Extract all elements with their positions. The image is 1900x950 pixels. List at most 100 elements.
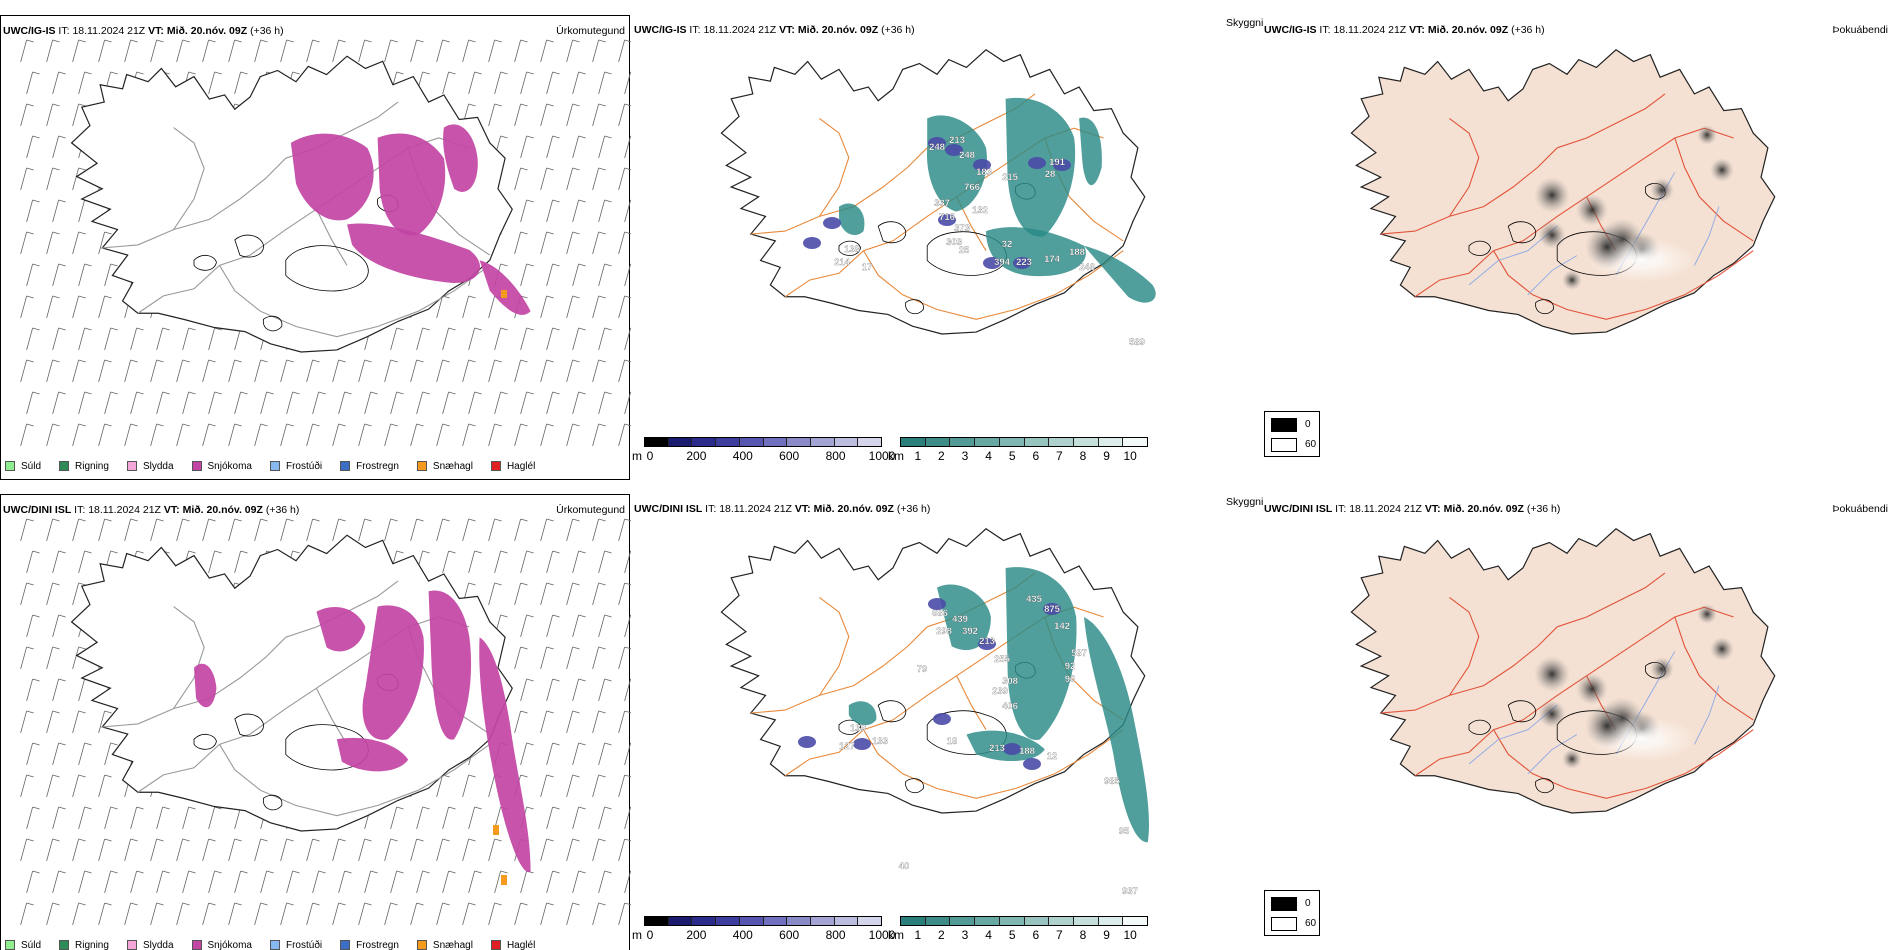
visibility-value-label: 213 <box>949 135 965 146</box>
visibility-value-label: 392 <box>962 626 978 637</box>
visibility-value-label: 188 <box>1069 247 1085 258</box>
legend-swatch <box>191 461 202 471</box>
colorbar-segment <box>645 438 669 446</box>
legend-item: Súld <box>5 938 41 950</box>
legend-label: Snjókoma <box>207 939 252 950</box>
colorbar-segment <box>1123 438 1148 446</box>
visibility-value-label: 18 <box>947 736 958 747</box>
legend-item: Frostúði <box>269 938 322 950</box>
colorbar-segment <box>1049 438 1074 446</box>
visibility-value-label: 875 <box>1044 604 1061 615</box>
ceiling-colorbar-tick: 400 <box>732 449 753 463</box>
legend-swatch <box>191 940 202 950</box>
legend-label-low: 0 <box>1305 419 1311 430</box>
fog-map <box>1350 528 1776 814</box>
colorbar-segment <box>763 438 788 446</box>
visibility-value-label: 138 <box>844 244 860 255</box>
legend-swatch <box>5 461 15 471</box>
visibility-value-label: 435 <box>1026 594 1043 605</box>
colorbar-segment <box>1098 917 1124 925</box>
ceiling-fog-legend: 0 60 <box>1264 411 1320 457</box>
legend-item: Snæhagl <box>416 459 473 473</box>
legend-swatch <box>490 940 501 950</box>
visibility-value-label: 142 <box>1054 621 1070 632</box>
visibility-value-label: 213 <box>989 743 1005 754</box>
legend-label-high: 60 <box>1305 918 1317 929</box>
legend-item: Frostregn <box>340 459 399 473</box>
visibility-value-label: 985 <box>1104 776 1121 787</box>
legend-swatch <box>340 940 351 950</box>
panel-type-label: Skyggni <box>1226 496 1264 508</box>
legend-item: Slydda <box>126 938 174 950</box>
colorbar-segment <box>999 438 1025 446</box>
panel-title: UWC/IG-IS IT: 18.11.2024 21Z VT: Mið. 20… <box>634 24 915 36</box>
ceiling-colorbar-strip <box>644 437 882 447</box>
legend-item: Frostregn <box>340 938 399 950</box>
colorbar-segment <box>645 917 669 925</box>
legend-item: Rigning <box>59 938 109 950</box>
colorbar-segment <box>1024 917 1050 925</box>
visibility-value-label: 92 <box>1065 661 1076 672</box>
visibility-colorbar-tick: 3 <box>961 449 969 463</box>
colorbar-segment <box>810 438 835 446</box>
legend-label: Súld <box>21 939 42 950</box>
visibility-colorbar-tick: 6 <box>1032 928 1040 942</box>
visibility-value-label: 214 <box>834 257 851 268</box>
visibility-colorbar-tick: 7 <box>1056 928 1063 942</box>
colorbar-segment <box>834 917 859 925</box>
colorbar-segment <box>834 438 859 446</box>
colorbar-segment <box>1024 438 1050 446</box>
visibility-colorbar-tick: 2 <box>938 449 945 463</box>
precip-legend: Súld Rigning Slydda Snjókoma Frostúði Frostre… <box>5 938 553 950</box>
colorbar-segment <box>1049 917 1074 925</box>
ceiling-colorbar-tick: 1000 <box>868 449 896 463</box>
colorbar-segment <box>858 438 882 446</box>
colorbar-segment <box>858 917 882 925</box>
ceiling-colorbar-tick: 0 <box>646 928 654 942</box>
legend-swatch <box>416 940 427 950</box>
legend-label: Rigning <box>75 460 109 472</box>
colorbar-segment <box>692 917 717 925</box>
legend-item: Rigning <box>59 459 109 473</box>
visibility-colorbar-strip <box>900 916 1148 926</box>
visibility-value-label: 213 <box>979 636 995 647</box>
colorbar-segment <box>975 917 1000 925</box>
legend-swatch-black <box>1271 418 1297 432</box>
ceiling-colorbar-tick: 0 <box>646 449 654 463</box>
panel-title: UWC/DINI ISL IT: 18.11.2024 21Z VT: Mið.… <box>3 504 300 516</box>
visibility-value-label: 127 <box>839 741 855 752</box>
legend-label: Snæhagl <box>432 939 473 950</box>
visibility-value-label: 716 <box>939 212 955 223</box>
colorbar-segment <box>950 917 976 925</box>
visibility-value-label: 439 <box>952 614 968 625</box>
legend-swatch <box>269 940 280 950</box>
visibility-colorbar-unit: km <box>888 449 904 463</box>
panel-type-label: Þokuábendi <box>1832 24 1888 36</box>
visibility-colorbar-tick: 5 <box>1008 449 1016 463</box>
colorbar-segment <box>739 917 764 925</box>
visibility-value-label: 95 <box>1119 826 1130 837</box>
ceiling-fog-legend: 0 60 <box>1264 890 1320 936</box>
colorbar-segment <box>1098 438 1124 446</box>
legend-swatch <box>416 461 427 471</box>
visibility-value-label: 215 <box>1002 172 1019 183</box>
visibility-value-label: 937 <box>1122 886 1138 897</box>
colorbar-segment <box>1123 917 1148 925</box>
precip-type-panel-top: UWC/IG-IS IT: 18.11.2024 21Z VT: Mið. 20… <box>0 15 631 480</box>
colorbar-segment <box>692 438 717 446</box>
visibility-value-label: 686 <box>932 608 948 619</box>
visibility-value-label: 188 <box>1019 746 1035 757</box>
visibility-value-label: 308 <box>1002 676 1018 687</box>
colorbar-segment <box>787 438 811 446</box>
colorbar-segment <box>787 917 811 925</box>
visibility-colorbar-tick: 5 <box>1008 928 1016 942</box>
visibility-value-label: 246 <box>1079 262 1095 273</box>
legend-label: Snæhagl <box>432 460 473 472</box>
visibility-value-label: 17 <box>862 262 873 273</box>
legend-item: Slydda <box>126 459 174 473</box>
legend-label: Slydda <box>142 939 174 950</box>
visibility-colorbar-tick: 10 <box>1123 449 1137 463</box>
precip-map <box>20 39 631 447</box>
ceiling-colorbar-tick: 200 <box>686 449 707 463</box>
